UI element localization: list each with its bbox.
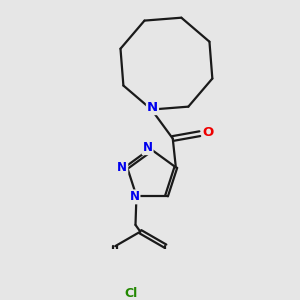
Text: N: N — [147, 101, 158, 114]
Text: N: N — [130, 190, 140, 203]
Text: N: N — [117, 161, 127, 174]
Text: N: N — [142, 141, 153, 154]
Text: O: O — [203, 126, 214, 139]
Text: Cl: Cl — [124, 287, 137, 300]
